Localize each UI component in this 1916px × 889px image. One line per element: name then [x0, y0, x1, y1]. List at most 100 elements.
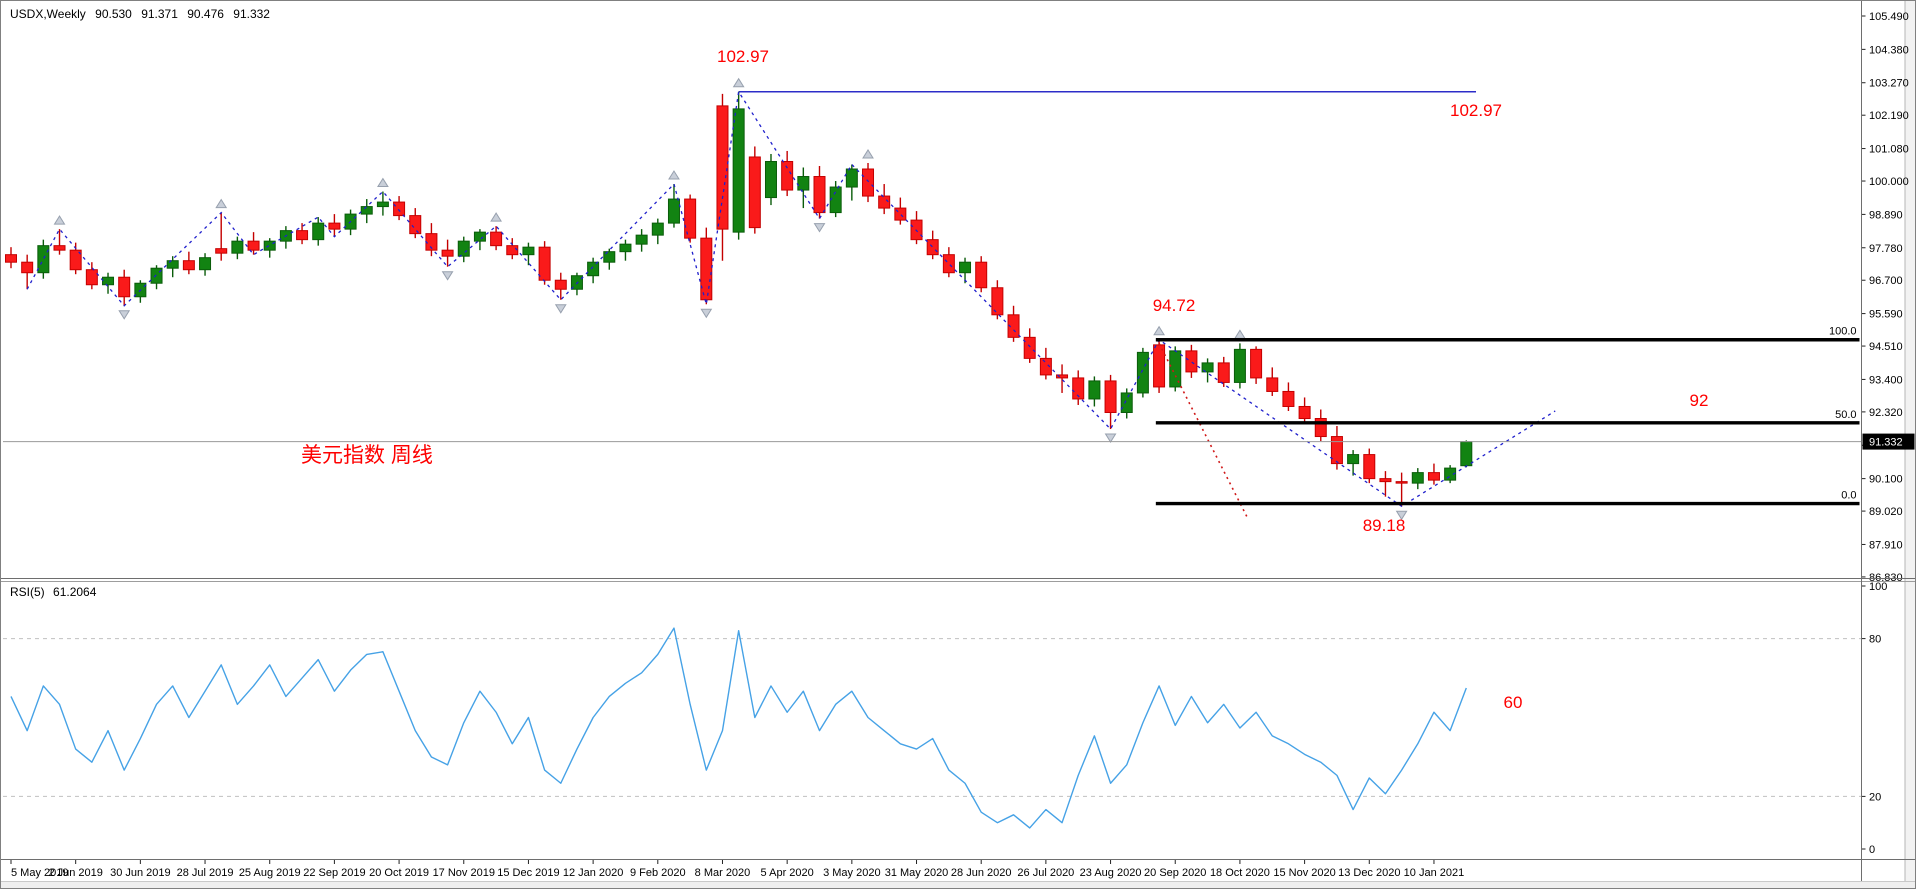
date-axis-label: 2 Jun 2019	[48, 867, 102, 879]
date-axis-label: 22 Sep 2019	[303, 867, 365, 879]
price-axis-tick-label: 95.590	[1869, 309, 1903, 321]
candle-bullish	[312, 222, 325, 241]
candle-bearish	[182, 260, 195, 271]
bottom-strip	[1, 882, 1915, 888]
candle-bearish	[926, 239, 939, 256]
fractal-up-arrow-icon	[53, 215, 66, 225]
candle-bearish	[85, 269, 98, 286]
fractal-up-arrow-icon	[732, 77, 745, 88]
current-price-box-label: 91.332	[1869, 437, 1903, 449]
fractal-down-arrow-icon	[1104, 433, 1117, 443]
candle-bearish	[878, 195, 891, 209]
price-axis-tick-label: 87.910	[1869, 539, 1903, 551]
current-price-box	[1862, 433, 1915, 450]
fractal-down-arrow-icon	[441, 271, 454, 281]
price-axis-tick-label: 89.020	[1869, 506, 1903, 518]
open-value: 90.530	[95, 7, 132, 21]
annotation-peak-102-97-right: 102.97	[1450, 101, 1502, 120]
candle-bearish	[894, 207, 907, 221]
fractal-down-arrow-icon	[700, 308, 713, 319]
candle-bullish	[732, 108, 745, 233]
candle-bullish	[37, 245, 50, 274]
price-axis-tick-label: 86.830	[1869, 572, 1903, 584]
rsi-indicator-header: RSI(5) 61.2064	[10, 585, 101, 599]
rsi-line	[10, 627, 1467, 829]
low-value: 90.476	[187, 7, 224, 21]
date-axis-label: 30 Jun 2019	[110, 867, 171, 879]
candle-bearish	[1379, 478, 1392, 483]
fractal-down-arrow-icon	[813, 223, 826, 233]
price-axis-tick-label: 97.780	[1869, 243, 1903, 255]
date-axis-label: 8 Mar 2020	[695, 867, 751, 879]
candle-bullish	[1136, 351, 1149, 394]
candle-bullish	[764, 160, 777, 199]
date-axis-label: 28 Jun 2020	[951, 867, 1012, 879]
candle-bearish	[118, 276, 131, 298]
date-axis-label: 17 Nov 2019	[433, 867, 495, 879]
candle-bearish	[1330, 436, 1343, 465]
date-axis-label: 9 Feb 2020	[630, 867, 686, 879]
candle-bullish	[1088, 380, 1101, 400]
candle-bullish	[166, 260, 179, 269]
price-axis-tick-label: 94.510	[1869, 341, 1903, 353]
rsi-axis-tick-label: 0	[1869, 844, 1875, 856]
fractal-down-arrow-icon	[554, 304, 567, 314]
candle-bullish	[635, 234, 648, 245]
date-axis-label: 15 Dec 2019	[497, 867, 559, 879]
red-dotted-trendline[interactable]	[1158, 342, 1249, 520]
price-axis-tick-label: 101.080	[1869, 144, 1909, 156]
candle-bullish	[199, 257, 212, 271]
candle-bearish	[1427, 472, 1440, 481]
fractal-down-arrow-icon	[118, 310, 131, 320]
candle-bearish	[1395, 481, 1408, 484]
price-axis-tick-label: 90.100	[1869, 474, 1903, 486]
candle-bearish	[441, 249, 454, 257]
fibonacci-level-label: 100.0	[1829, 326, 1857, 338]
candle-bearish	[1250, 348, 1263, 379]
candle-bearish	[1217, 362, 1230, 383]
candle-bullish	[829, 186, 842, 214]
date-axis-label: 12 Jan 2020	[563, 867, 624, 879]
candle-bullish	[797, 176, 810, 191]
candle-bullish	[231, 240, 244, 254]
date-axis-label: 13 Dec 2020	[1338, 867, 1400, 879]
candle-bearish	[1314, 418, 1327, 438]
price-axis-tick-label: 105.490	[1869, 11, 1909, 23]
candle-bearish	[1007, 314, 1020, 338]
candle-bearish	[328, 222, 341, 230]
candle-bearish	[296, 230, 309, 241]
candle-bullish	[1460, 441, 1473, 467]
date-axis-label: 18 Oct 2020	[1210, 867, 1270, 879]
close-value: 91.332	[233, 7, 270, 21]
candle-bullish	[1233, 348, 1246, 383]
fibonacci-level-label: 50.0	[1835, 409, 1856, 421]
candle-bearish	[975, 261, 988, 289]
candle-bullish	[263, 240, 276, 251]
candle-bearish	[1153, 344, 1166, 388]
date-axis-label: 5 May 2019	[11, 867, 68, 879]
candle-bearish	[247, 240, 260, 251]
zigzag-dashed-line[interactable]	[26, 89, 1556, 508]
price-axis-tick-label: 98.890	[1869, 209, 1903, 221]
price-axis-tick-label: 104.380	[1869, 44, 1909, 56]
chart-title-chinese: 美元指数 周线	[301, 444, 433, 467]
annotation-low-89-18: 89.18	[1362, 516, 1406, 535]
annotation-resistance-94-72: 94.72	[1152, 296, 1196, 315]
candle-bullish	[1444, 467, 1457, 481]
date-axis-label: 3 May 2020	[823, 867, 880, 879]
candle-bearish	[862, 168, 875, 197]
candle-bearish	[1056, 374, 1069, 379]
candle-bearish	[813, 176, 826, 214]
fractal-up-arrow-icon	[1153, 325, 1165, 336]
fractal-up-arrow-icon	[490, 212, 503, 222]
price-axis-tick-label: 102.190	[1869, 110, 1909, 122]
date-axis-label: 23 Aug 2020	[1080, 867, 1142, 879]
candle-bullish	[587, 261, 600, 277]
fractal-down-arrow-icon	[1395, 510, 1408, 521]
candle-bearish	[538, 246, 551, 281]
annotation-level-92: 92	[1689, 391, 1709, 410]
fractal-up-arrow-icon	[377, 177, 389, 188]
candle-bullish	[1120, 392, 1133, 413]
